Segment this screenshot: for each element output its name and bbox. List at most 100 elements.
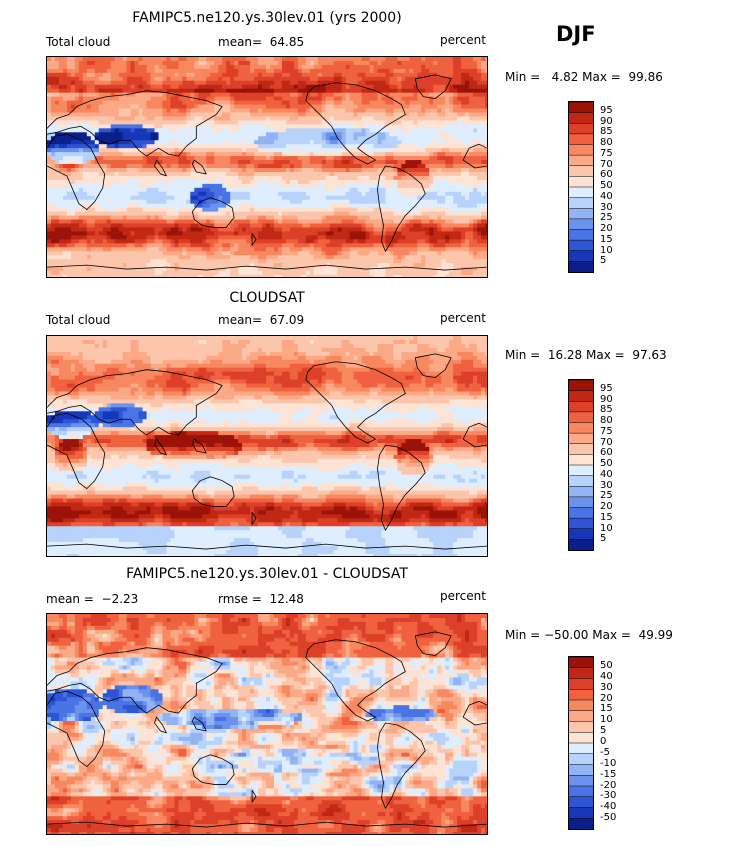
field-cell — [258, 211, 263, 216]
field-cell — [130, 88, 135, 94]
field-cell — [309, 183, 315, 189]
field-cell — [409, 96, 414, 101]
field-cell — [449, 187, 454, 193]
field-cell — [210, 60, 215, 66]
field-cell — [150, 195, 155, 201]
field-cell — [47, 104, 52, 109]
field-cell — [262, 215, 267, 220]
field-cell — [162, 124, 167, 129]
field-cell — [301, 164, 307, 169]
field-cell — [429, 171, 434, 177]
field-cell — [242, 175, 247, 181]
field-cell — [353, 68, 358, 74]
field-cell — [337, 112, 343, 117]
field-cell — [369, 223, 374, 228]
field-cell — [202, 231, 207, 236]
field-cell — [417, 76, 422, 82]
field-cell — [47, 195, 52, 201]
field-cell — [78, 219, 84, 224]
field-cell — [106, 195, 112, 201]
field-cell — [258, 199, 263, 205]
field-cell — [142, 156, 147, 161]
field-cell — [397, 57, 402, 62]
field-cell — [98, 167, 104, 173]
field-cell — [301, 183, 307, 189]
field-cell — [210, 124, 215, 129]
field-cell — [90, 183, 96, 189]
field-cell — [206, 108, 211, 113]
field-cell — [373, 175, 378, 181]
field-cell — [345, 140, 351, 145]
field-cell — [142, 223, 147, 228]
field-cell — [285, 203, 291, 209]
field-cell — [273, 175, 279, 181]
field-cell — [333, 120, 339, 125]
field-cell — [441, 136, 446, 141]
field-cell — [66, 219, 72, 224]
field-cell — [445, 100, 450, 105]
field-cell — [357, 160, 362, 165]
field-cell — [98, 160, 104, 165]
field-cell — [178, 68, 183, 74]
field-cell — [218, 124, 223, 129]
field-cell — [345, 112, 351, 117]
field-cell — [325, 144, 331, 149]
field-cell — [281, 179, 287, 185]
field-cell — [405, 152, 410, 157]
field-cell — [333, 144, 339, 149]
field-cell — [258, 160, 263, 165]
field-cell — [361, 211, 366, 216]
field-cell — [381, 211, 386, 216]
field-cell — [273, 104, 279, 109]
field-cell — [202, 128, 207, 133]
field-cell — [142, 144, 147, 149]
field-cell — [106, 116, 112, 121]
field-cell — [202, 156, 207, 161]
field-cell — [242, 187, 247, 193]
field-cell — [98, 92, 104, 98]
field-cell — [397, 72, 402, 78]
field-cell — [170, 92, 175, 98]
field-cell — [234, 57, 239, 62]
field-cell — [421, 215, 426, 220]
field-cell — [90, 112, 96, 117]
field-cell — [365, 179, 370, 185]
field-cell — [389, 148, 394, 153]
field-cell — [413, 140, 418, 145]
field-cell — [321, 164, 327, 169]
field-cell — [465, 100, 470, 105]
field-cell — [277, 104, 283, 109]
field-cell — [142, 140, 147, 145]
field-cell — [198, 57, 203, 62]
field-cell — [118, 60, 124, 66]
field-cell — [329, 148, 335, 153]
field-cell — [206, 183, 211, 189]
field-cell — [365, 175, 370, 181]
field-cell — [401, 207, 406, 212]
field-cell — [106, 231, 112, 236]
field-cell — [397, 227, 402, 232]
field-cell — [341, 219, 347, 224]
field-cell — [134, 120, 139, 125]
field-cell — [405, 179, 410, 185]
field-cell — [166, 179, 171, 185]
field-cell — [369, 187, 374, 193]
field-cell — [94, 80, 100, 86]
field-cell — [485, 96, 487, 101]
field-cell — [66, 132, 72, 137]
field-cell — [130, 144, 135, 149]
field-cell — [98, 128, 104, 133]
field-cell — [273, 195, 279, 201]
field-cell — [150, 136, 155, 141]
field-cell — [277, 144, 283, 149]
field-cell — [421, 76, 426, 82]
field-cell — [437, 112, 442, 117]
field-cell — [106, 88, 112, 94]
field-cell — [106, 144, 112, 149]
field-cell — [110, 108, 116, 113]
field-cell — [130, 175, 135, 181]
field-cell — [262, 195, 267, 201]
field-cell — [465, 57, 470, 62]
field-cell — [349, 76, 355, 82]
field-cell — [50, 144, 56, 149]
